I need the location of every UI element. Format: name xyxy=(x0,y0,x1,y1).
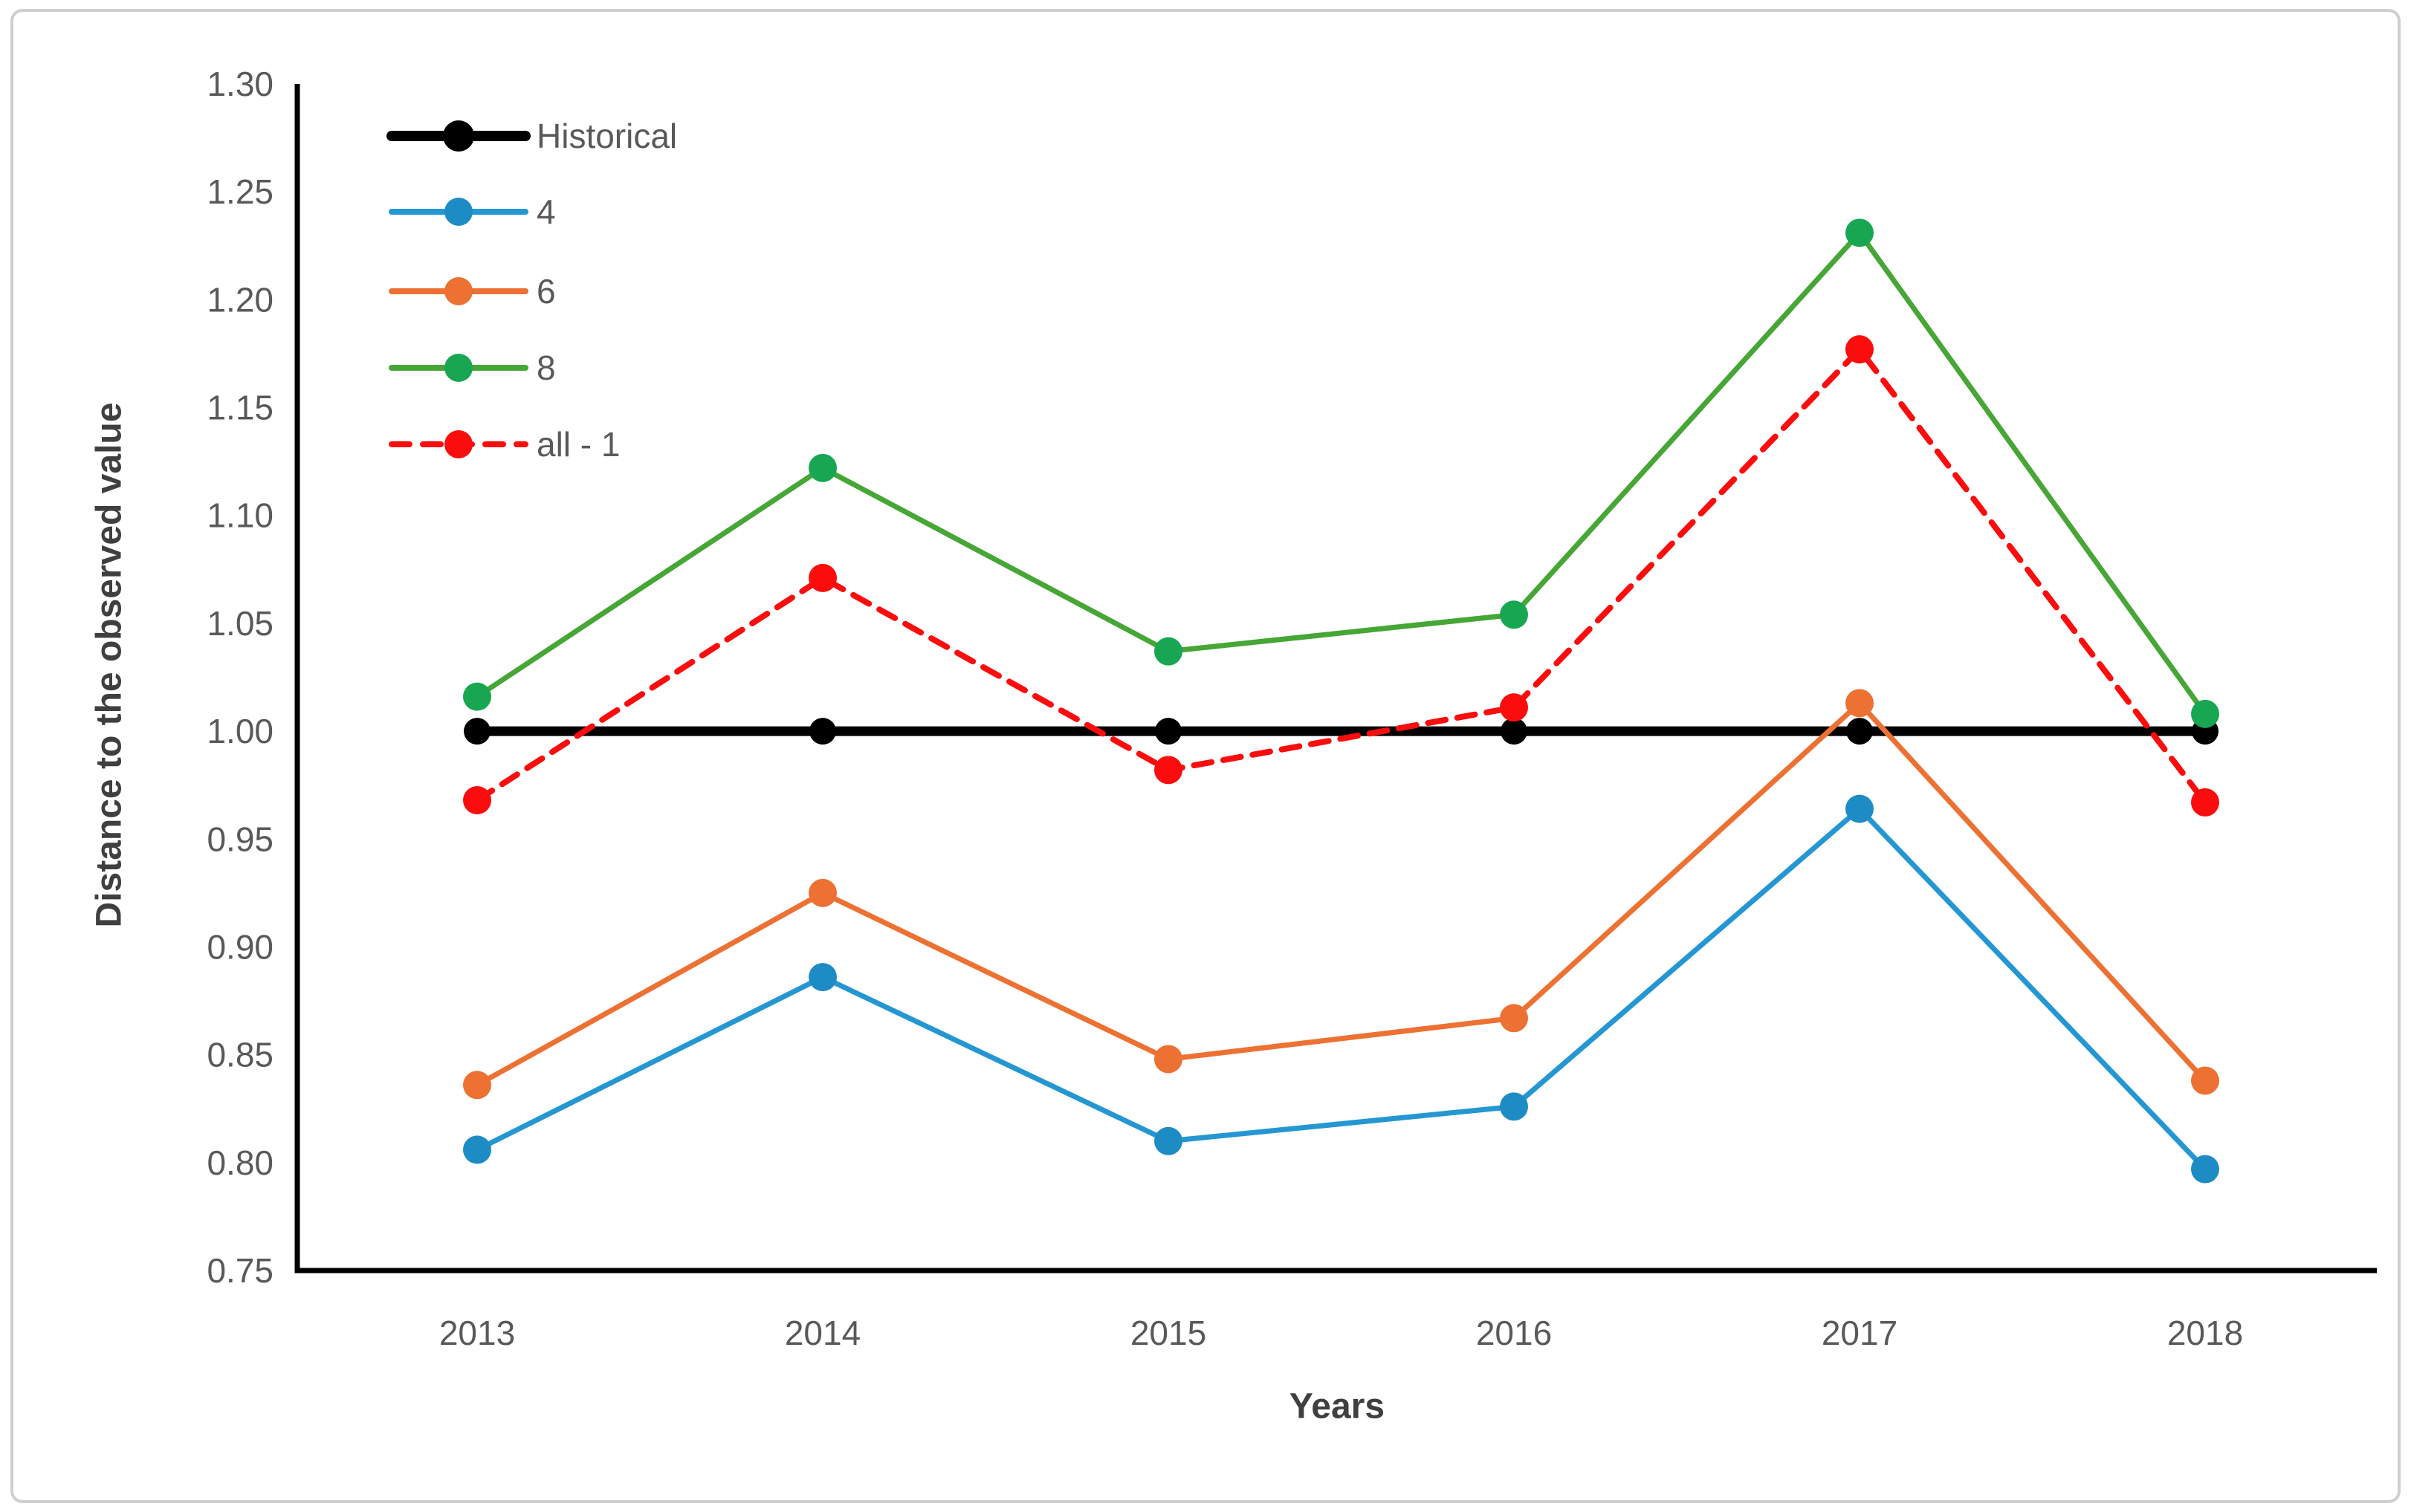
y-tick-label: 0.75 xyxy=(207,1251,274,1290)
x-tick-label: 2015 xyxy=(1130,1314,1206,1352)
data-point-6-2018 xyxy=(2191,1066,2219,1095)
data-point-8-2014 xyxy=(809,453,837,482)
series-line-all-1 xyxy=(474,345,2208,805)
data-point-all-1-2016 xyxy=(1500,693,1528,722)
series-line-8 xyxy=(474,228,2208,717)
y-tick-label: 1.05 xyxy=(207,604,274,643)
data-point-Historical-2013 xyxy=(464,718,491,745)
data-point-all-1-2014 xyxy=(809,563,837,592)
data-point-all-1-2017 xyxy=(1845,335,1874,364)
data-point-6-2014 xyxy=(809,878,837,907)
data-point-Historical-2015 xyxy=(1155,718,1182,745)
legend-item-6: 6 xyxy=(389,272,556,311)
data-point-8-2016 xyxy=(1500,600,1528,629)
x-tick-label: 2014 xyxy=(785,1314,861,1352)
y-tick-label: 1.20 xyxy=(207,280,274,319)
legend-marker xyxy=(444,277,473,305)
data-point-6-2016 xyxy=(1500,1004,1528,1033)
x-tick-label: 2017 xyxy=(1822,1314,1897,1352)
y-tick-label: 1.00 xyxy=(207,712,274,750)
legend-label: 8 xyxy=(537,348,556,387)
data-point-6-2015 xyxy=(1154,1045,1182,1074)
legend-marker xyxy=(444,430,473,458)
y-tick-label: 1.25 xyxy=(207,172,274,211)
x-axis-title: Years xyxy=(1289,1387,1385,1427)
legend-item-4: 4 xyxy=(389,192,556,231)
legend-label: 4 xyxy=(537,192,556,231)
series-line-6 xyxy=(474,699,2208,1088)
legend-item-8: 8 xyxy=(389,348,556,387)
data-point-8-2013 xyxy=(463,682,491,711)
data-point-Historical-2014 xyxy=(809,718,836,745)
y-tick-label: 0.80 xyxy=(207,1143,274,1182)
legend-item-all-1: all - 1 xyxy=(389,425,620,464)
data-point-Historical-2017 xyxy=(1846,718,1873,745)
data-point-4-2016 xyxy=(1500,1092,1528,1121)
legend-item-Historical: Historical xyxy=(386,117,677,155)
y-tick-label: 0.85 xyxy=(207,1036,274,1074)
legend-marker xyxy=(443,120,474,152)
legend-label: Historical xyxy=(537,117,677,155)
legend: Historical 4 6 8 all - 1 xyxy=(386,117,677,464)
data-point-8-2018 xyxy=(2191,699,2219,728)
data-point-all-1-2013 xyxy=(463,786,491,815)
data-point-8-2017 xyxy=(1845,218,1874,247)
y-tick-label: 0.95 xyxy=(207,820,274,858)
data-point-all-1-2015 xyxy=(1154,756,1182,785)
legend-marker xyxy=(444,354,473,382)
x-tick-label: 2018 xyxy=(2167,1314,2243,1352)
data-point-4-2015 xyxy=(1154,1126,1182,1155)
data-point-4-2014 xyxy=(809,963,837,992)
x-tick-label: 2016 xyxy=(1476,1314,1552,1352)
data-point-6-2017 xyxy=(1845,689,1874,718)
y-tick-label: 1.15 xyxy=(207,389,274,427)
y-tick-label: 0.90 xyxy=(207,927,274,966)
legend-label: 6 xyxy=(537,272,556,311)
data-point-8-2015 xyxy=(1154,637,1182,666)
legend-marker xyxy=(444,198,473,226)
data-point-4-2017 xyxy=(1845,794,1874,823)
data-point-all-1-2018 xyxy=(2191,788,2219,817)
data-point-Historical-2016 xyxy=(1501,718,1527,745)
y-tick-label: 1.30 xyxy=(207,65,274,103)
y-tick-label: 1.10 xyxy=(207,496,274,535)
data-point-4-2018 xyxy=(2191,1155,2219,1184)
data-point-6-2013 xyxy=(463,1071,491,1100)
series-line-4 xyxy=(474,805,2208,1172)
y-axis-title: Distance to the observed value xyxy=(90,403,129,928)
x-tick-label: 2013 xyxy=(439,1314,515,1352)
legend-label: all - 1 xyxy=(537,425,620,464)
data-point-4-2013 xyxy=(463,1135,491,1164)
